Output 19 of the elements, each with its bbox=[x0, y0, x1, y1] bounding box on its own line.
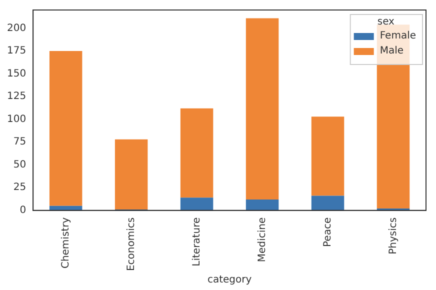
x-tick-label: Chemistry bbox=[60, 217, 72, 269]
legend-label: Female bbox=[380, 30, 416, 42]
x-tick-label: Physics bbox=[388, 217, 399, 254]
y-tick-label: 175 bbox=[6, 46, 26, 57]
x-tick-label: Peace bbox=[322, 217, 334, 247]
x-axis-title: category bbox=[207, 274, 252, 286]
y-tick-label: 200 bbox=[6, 22, 26, 34]
y-tick-label: 0 bbox=[20, 204, 26, 216]
y-tick-label: 25 bbox=[13, 182, 26, 194]
y-tick-label: 50 bbox=[13, 159, 26, 170]
legend-label: Male bbox=[380, 46, 404, 57]
x-tick-label: Medicine bbox=[256, 217, 268, 262]
x-tick-label: Economics bbox=[126, 217, 137, 272]
x-tick-label: Literature bbox=[191, 217, 202, 266]
y-tick-label: 150 bbox=[6, 68, 26, 80]
y-tick-label: 125 bbox=[6, 91, 26, 102]
y-tick-label: 100 bbox=[6, 114, 26, 125]
y-tick-label: 75 bbox=[13, 136, 26, 148]
legend-title: sex bbox=[377, 16, 395, 28]
